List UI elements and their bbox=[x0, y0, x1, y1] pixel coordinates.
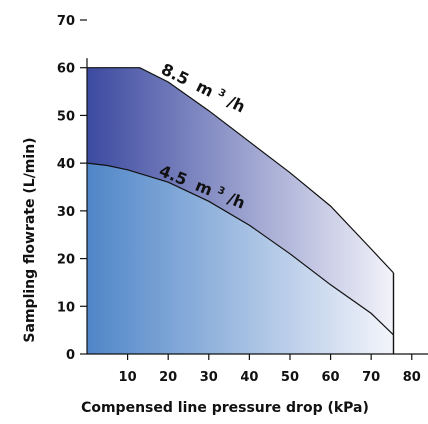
y-tick-label-30: 30 bbox=[57, 205, 75, 220]
x-tick-label-20: 20 bbox=[159, 370, 177, 385]
x-tick-label-60: 60 bbox=[322, 370, 340, 385]
series-label-upper-sup: 3 bbox=[216, 87, 227, 100]
series-area-lower bbox=[87, 163, 394, 354]
series-label-upper-unit: m bbox=[193, 77, 216, 101]
series-line-lower bbox=[86, 162, 394, 336]
x-tick-label-80: 80 bbox=[403, 370, 421, 385]
x-axis-title: Compensed line pressure drop (kPa) bbox=[81, 400, 369, 416]
y-tick-label-40: 40 bbox=[57, 157, 75, 172]
x-tick-label-50: 50 bbox=[281, 370, 299, 385]
x-tick-label-40: 40 bbox=[240, 370, 258, 385]
areas-layer bbox=[87, 67, 394, 354]
series-label-lower: 4.5 m 3 /h bbox=[157, 156, 251, 213]
y-axis-title: Sampling flowrate (L/min) bbox=[22, 137, 38, 342]
y-tick-label-20: 20 bbox=[57, 253, 75, 268]
y-tick-label-10: 10 bbox=[57, 300, 75, 315]
x-tick-label-10: 10 bbox=[119, 370, 137, 385]
series-label-lower-sup: 3 bbox=[216, 185, 227, 198]
y-tick-label-50: 50 bbox=[57, 109, 75, 124]
curves-layer bbox=[86, 67, 395, 354]
x-tick-label-70: 70 bbox=[362, 370, 380, 385]
y-tick-label-60: 60 bbox=[57, 62, 75, 77]
y-tick-label-0: 0 bbox=[66, 348, 75, 363]
series-label-upper: 8.5 m 3 /h bbox=[158, 54, 251, 116]
x-tick-label-30: 30 bbox=[200, 370, 218, 385]
series-label-lower-tail: /h bbox=[225, 189, 248, 213]
series-label-upper-tail: /h bbox=[225, 92, 249, 117]
ticks-layer: 0 10 20 30 40 50 60 70 10 20 30 40 50 60 70 80 bbox=[57, 14, 421, 385]
y-tick-label-70: 70 bbox=[57, 14, 75, 29]
series-line-upper bbox=[87, 67, 394, 274]
